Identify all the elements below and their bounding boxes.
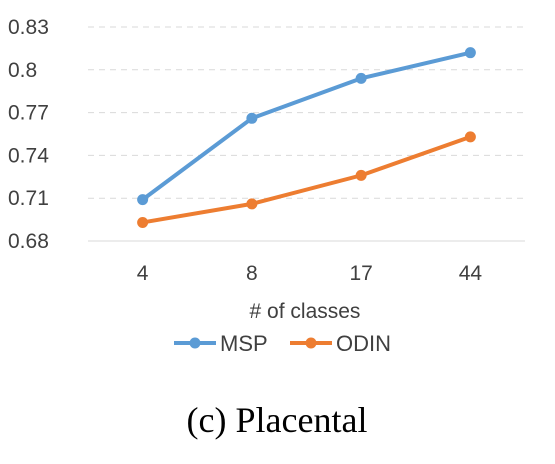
legend-label-odin: ODIN bbox=[336, 331, 391, 356]
legend-label-msp: MSP bbox=[220, 331, 268, 356]
x-tick-label: 8 bbox=[246, 262, 258, 285]
series-line-odin bbox=[140, 134, 473, 225]
data-point-odin bbox=[137, 216, 149, 228]
y-tick-labels: 0.68 0.71 0.74 0.77 0.8 0.83 bbox=[8, 16, 49, 253]
y-tick-label: 0.68 bbox=[8, 230, 49, 253]
y-tick-label: 0.71 bbox=[8, 187, 49, 210]
series-line-msp bbox=[140, 50, 473, 202]
series-group bbox=[137, 47, 476, 228]
data-point-msp bbox=[246, 112, 258, 124]
x-tick-labels: 4 8 17 44 bbox=[137, 262, 483, 285]
x-tick-label: 44 bbox=[459, 262, 483, 285]
data-point-msp bbox=[464, 47, 476, 59]
gridlines bbox=[88, 26, 525, 242]
data-point-msp bbox=[355, 72, 367, 84]
figure-caption: (c) Placental bbox=[187, 400, 368, 440]
data-point-odin bbox=[355, 169, 367, 181]
legend-marker-msp bbox=[189, 337, 201, 349]
y-tick-label: 0.77 bbox=[8, 102, 49, 125]
x-tick-label: 4 bbox=[137, 262, 149, 285]
legend-marker-odin bbox=[305, 337, 317, 349]
y-tick-label: 0.83 bbox=[8, 16, 49, 39]
data-point-msp bbox=[137, 194, 149, 206]
y-tick-label: 0.8 bbox=[8, 59, 37, 82]
x-tick-label: 17 bbox=[349, 262, 372, 285]
data-point-odin bbox=[464, 131, 476, 143]
x-axis-title: # of classes bbox=[250, 300, 361, 323]
legend: MSP ODIN bbox=[174, 331, 391, 356]
y-tick-label: 0.74 bbox=[8, 144, 49, 167]
data-point-odin bbox=[246, 198, 258, 210]
